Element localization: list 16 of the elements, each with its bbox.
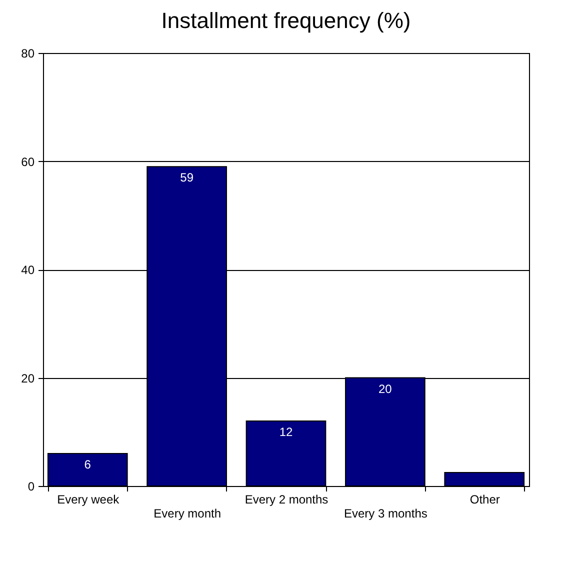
x-tick-label: Every 2 months [244,492,328,506]
x-tick-label: Other [470,492,500,506]
y-tick-label: 80 [21,46,35,60]
data-label: 6 [84,458,92,472]
x-tick-label: Every 3 months [344,506,428,520]
bar [246,420,326,486]
y-tick-label: 0 [28,480,35,494]
x-tick-label: Every month [154,506,221,520]
data-label: 20 [378,382,392,396]
x-tick-label: Every week [57,492,120,506]
chart-title: Installment frequency (%) [161,8,411,33]
y-tick-label: 40 [21,263,35,277]
y-tick-label: 60 [21,154,35,169]
y-tick-label: 20 [21,371,35,386]
data-label: 59 [180,170,194,185]
data-label: 12 [279,425,293,440]
